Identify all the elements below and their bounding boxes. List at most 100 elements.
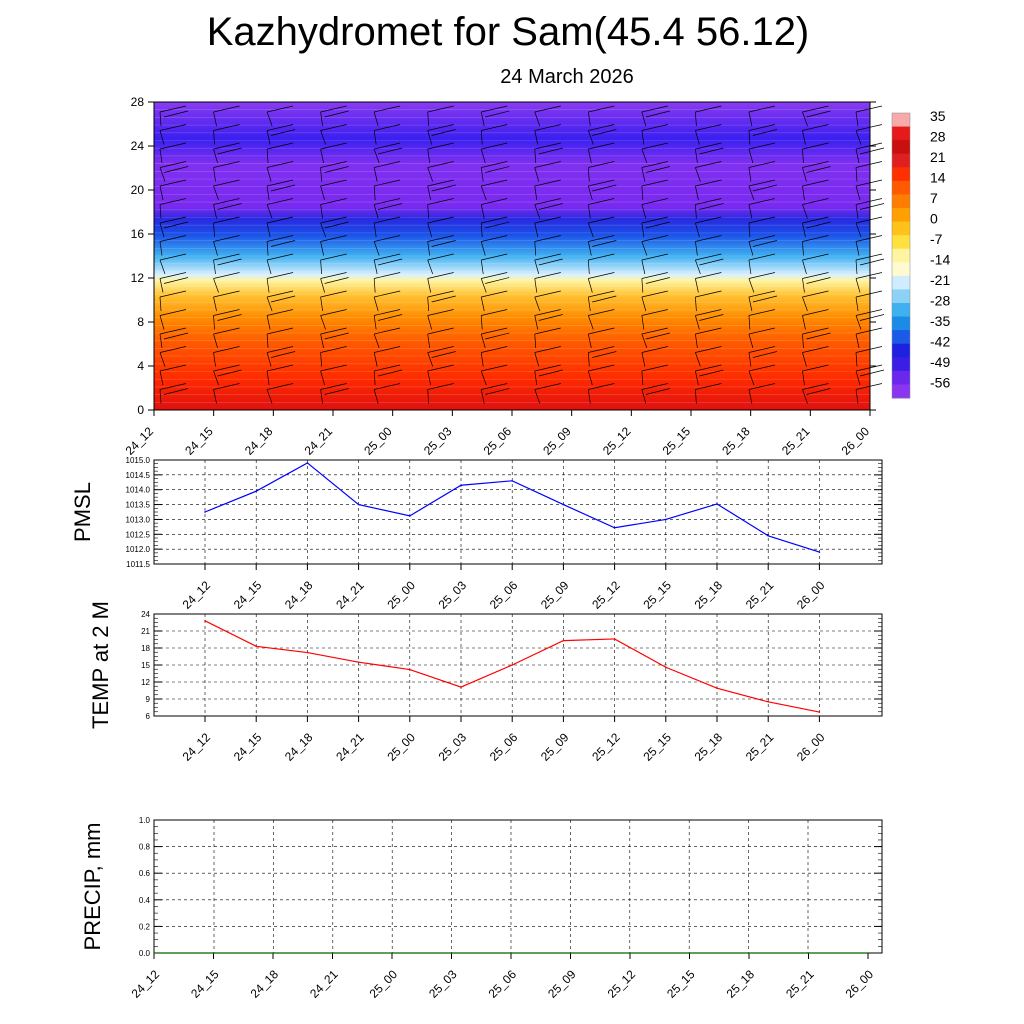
wind-barb [213,241,218,256]
wind-barb-flag [641,161,668,168]
wind-barb [802,111,808,127]
wind-barb-flag [855,253,883,261]
pmsl-point-25-18 [716,503,718,505]
wind-barb [427,315,433,330]
pmsl-point-24-12 [204,511,206,513]
wind-barb-flag [695,216,722,224]
wind-barb [427,296,430,312]
colorbar-band [892,194,910,209]
wind-barb-flag [213,198,240,205]
wind-barb [695,370,699,386]
wind-barb [641,148,648,164]
wind-barb-flag [855,309,883,316]
colorbar-band [892,153,910,168]
wind-barb-flag [427,272,454,279]
wind-barb [480,111,485,127]
wind-barb-flag [481,124,508,131]
wind-barb-flag [641,235,668,242]
wind-barb [534,241,537,256]
temp-point-25-00 [409,668,411,671]
wind-barb [480,333,486,349]
wind-barb-flag [159,327,187,335]
wind-barb-flag [427,124,454,131]
wind-barb-flag [695,142,722,150]
wind-barb [534,222,539,238]
wind-barb [802,315,806,330]
wind-barb [534,185,538,201]
wind-barb-flag [320,235,347,242]
wind-barb [373,296,379,312]
wind-barb [534,167,540,182]
wind-barb [320,111,323,127]
wind-barb-flag [641,142,668,150]
wind-barb [427,204,430,219]
wind-barb-flag [855,327,883,335]
wind-barb [373,241,380,256]
wind-barb-flag [266,124,294,131]
wind-barb-flag [213,235,240,242]
temp-point-26-00 [818,711,821,713]
wind-barb [320,185,325,201]
wind-barb [534,204,541,219]
wind-barb [534,278,538,293]
wind-barb-flag [645,166,670,173]
wind-barb [266,204,273,219]
temp-2m-x-label-25-12: 25_12 [589,730,623,764]
wind-barb-flag [695,364,722,372]
colorbar-label-35: -35 [930,313,950,329]
pmsl-point-25-09 [562,503,565,506]
colorbar-frame [891,112,911,399]
wind-barb [373,111,379,127]
precip-x-label-24-15: 24_15 [188,967,222,1001]
wind-barb-flag [270,351,296,358]
wind-barb [695,352,701,367]
wind-barb-flag [163,110,189,118]
wind-barb [587,259,590,275]
wind-barb-flag [748,161,776,168]
wind-barb [427,333,431,349]
wind-barb-flag [213,161,240,168]
wind-barb [320,259,322,275]
wind-barb [587,278,593,293]
colorbar-label-7: 7 [930,190,938,206]
wind-barb-flag [645,332,670,340]
wind-barb-flag [592,184,617,192]
wind-barb-flag [159,105,187,113]
pmsl-x-label-24-18: 24_18 [282,578,316,612]
wind-barb [587,389,591,404]
colorbar-band [892,126,910,141]
wind-barb [480,241,486,256]
wind-barb-flag [538,258,563,266]
wind-barb-flag [588,309,615,316]
wind-barb-flag [748,142,776,150]
colorbar-label-56: -56 [930,375,950,391]
colorbar-band [892,316,910,331]
colorbar-band [892,357,910,372]
wind-barb [213,259,216,275]
heatmap-x-label-25-12: 25_12 [600,424,634,458]
pmsl-y-axis-title: PMSL [70,482,95,542]
wind-barb-flag [427,161,454,168]
wind-barb [855,148,860,164]
wind-barb [159,130,165,145]
wind-barb [802,352,807,367]
wind-barb [641,315,645,330]
wind-barb-flag [427,142,454,150]
wind-barb-flag [270,129,296,136]
pmsl-x-label-24-15: 24_15 [231,578,265,612]
wind-barb [213,130,215,145]
precip-frame [153,819,883,954]
wind-barb [802,333,804,349]
wind-barb-flag [802,290,829,298]
colorbar-band [892,384,910,399]
temp-point-25-15 [665,666,667,669]
wind-barb [213,389,217,404]
wind-barb-flag [320,179,347,187]
wind-barb [159,352,166,367]
wind-barb-flag [320,105,347,113]
wind-barb [266,315,271,330]
wind-barb-flag [213,105,240,113]
wind-barb [480,296,485,312]
precip-x-label-24-12: 24_12 [129,967,163,1001]
temp-2m-y-label-6: 6 [146,712,151,721]
